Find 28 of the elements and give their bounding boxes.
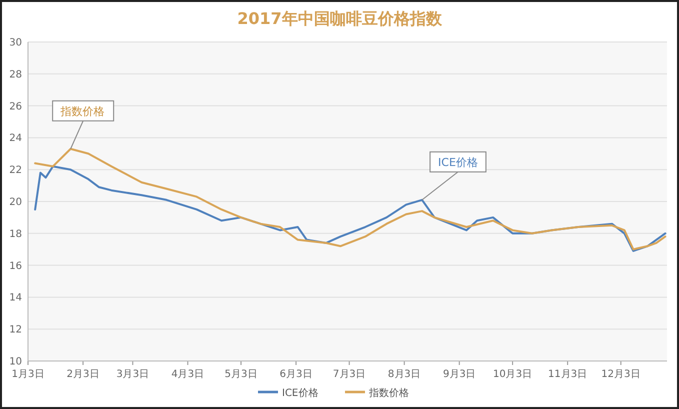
x-tick-label: 1月3日 xyxy=(12,369,44,380)
chart-title: 2017年中国咖啡豆价格指数 xyxy=(237,9,443,28)
legend-label: ICE价格 xyxy=(282,387,318,399)
x-tick-label: 5月3日 xyxy=(224,369,258,380)
x-tick-label: 6月3日 xyxy=(280,369,312,380)
x-tick-label: 12月3日 xyxy=(601,369,640,380)
x-tick-label: 2月3日 xyxy=(66,369,100,380)
y-tick-label: 20 xyxy=(9,197,22,208)
x-tick-label: 3月3日 xyxy=(116,369,150,380)
y-tick-label: 16 xyxy=(9,260,22,272)
x-tick-label: 7月3日 xyxy=(332,369,366,380)
x-tick-label: 10月3日 xyxy=(493,369,532,380)
y-tick-label: 28 xyxy=(9,69,22,80)
y-tick-label: 12 xyxy=(9,324,22,336)
y-tick-label: 22 xyxy=(9,165,22,176)
y-tick-label: 24 xyxy=(9,133,22,144)
annotation: ICE价格 xyxy=(438,156,478,169)
x-tick-label: 4月3日 xyxy=(171,369,204,380)
x-tick-label: 8月3日 xyxy=(388,369,421,380)
legend-label: 指数价格 xyxy=(368,387,409,399)
y-tick-label: 30 xyxy=(9,38,22,48)
x-tick-label: 11月3日 xyxy=(548,369,588,380)
y-tick-label: 26 xyxy=(9,101,22,112)
y-tick-label: 18 xyxy=(9,228,22,240)
x-tick-label: 9月3日 xyxy=(442,369,476,380)
y-tick-label: 10 xyxy=(9,356,22,368)
annotation: 指数价格 xyxy=(60,104,105,118)
y-tick-label: 14 xyxy=(9,292,22,304)
